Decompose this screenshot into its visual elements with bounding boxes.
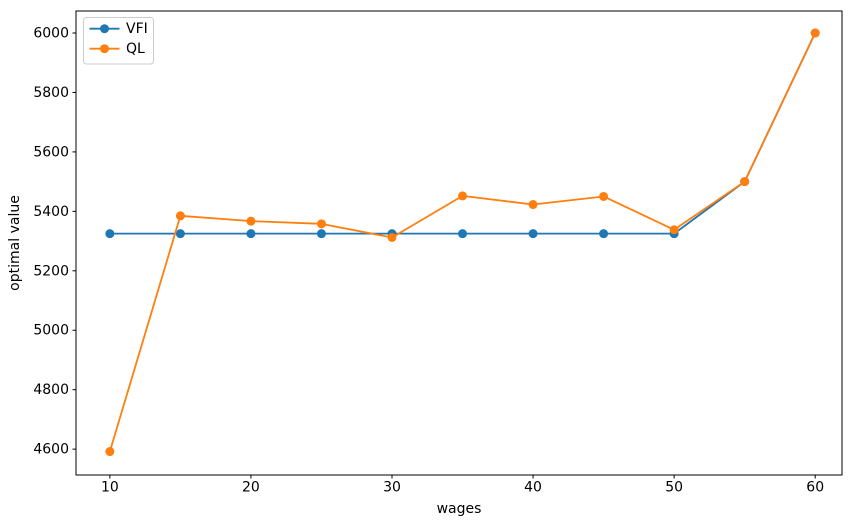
y-tick-label: 4600 — [33, 442, 69, 458]
data-point-marker — [458, 191, 468, 201]
legend: VFI QL — [83, 17, 154, 65]
legend-entry-vfi: VFI — [89, 21, 148, 37]
y-axis-label: optimal value — [7, 195, 23, 291]
legend-marker-sample — [100, 44, 109, 54]
y-tick-label: 4800 — [33, 382, 69, 398]
series-line-ql — [108, 32, 817, 453]
legend-label: VFI — [126, 21, 148, 37]
data-point-marker — [599, 229, 609, 239]
x-tick-label: 40 — [524, 480, 542, 496]
legend-entry-ql: QL — [89, 41, 145, 57]
y-axis: 4600 4800 5000 5200 5400 5600 5800 6000 — [33, 25, 76, 458]
y-tick-label: 5600 — [33, 144, 69, 160]
data-point-marker — [528, 229, 538, 239]
series-vfi — [105, 28, 820, 239]
data-point-marker — [458, 229, 468, 239]
data-point-marker — [669, 225, 679, 235]
plot-spines — [75, 10, 843, 476]
x-tick-label: 10 — [101, 480, 119, 496]
x-tick-label: 50 — [665, 480, 683, 496]
data-point-marker — [246, 216, 256, 226]
x-axis-label: wages — [437, 501, 482, 517]
legend-marker-sample — [100, 24, 109, 34]
data-point-marker — [175, 229, 185, 239]
x-tick-label: 60 — [806, 480, 824, 496]
series-ql — [105, 28, 820, 457]
y-tick-label: 5800 — [33, 85, 69, 101]
x-tick-label: 20 — [242, 480, 260, 496]
data-point-marker — [105, 447, 115, 457]
y-tick-label: 5200 — [33, 263, 69, 279]
series-line-vfi — [108, 32, 817, 235]
data-point-marker — [810, 28, 820, 38]
data-point-marker — [387, 233, 397, 243]
y-tick-label: 5000 — [33, 323, 69, 339]
data-point-marker — [105, 229, 115, 239]
data-point-marker — [599, 191, 609, 201]
y-tick-label: 5400 — [33, 204, 69, 220]
legend-label: QL — [126, 41, 145, 57]
x-tick-label: 30 — [383, 480, 401, 496]
data-point-marker — [246, 229, 256, 239]
data-point-marker — [175, 211, 185, 221]
data-point-marker — [316, 229, 326, 239]
x-axis: 10 20 30 40 50 60 — [101, 475, 824, 496]
y-tick-label: 6000 — [33, 25, 69, 41]
data-point-marker — [316, 219, 326, 229]
data-point-marker — [740, 177, 750, 187]
data-point-marker — [528, 200, 538, 210]
